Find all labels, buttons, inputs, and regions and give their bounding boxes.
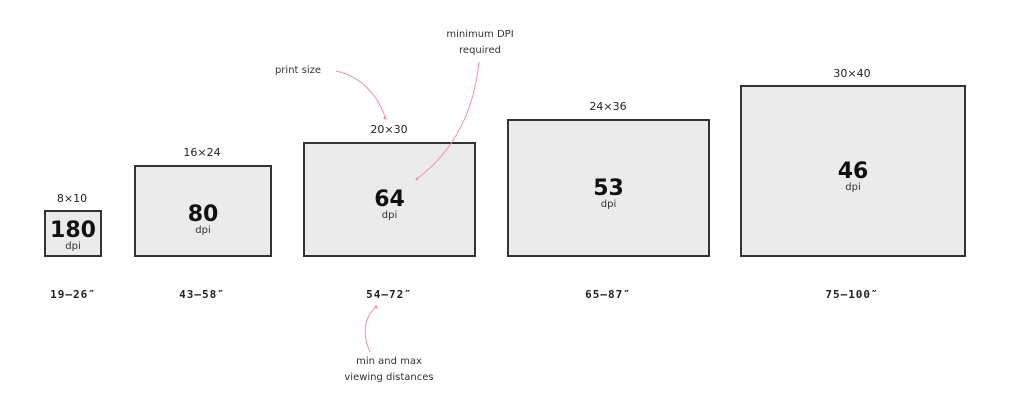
- print-size-label: 30×40: [833, 67, 871, 80]
- arrowhead: [374, 305, 378, 309]
- min-dpi-line1: minimum DPI: [446, 29, 514, 40]
- dpi-value: 53: [593, 176, 624, 201]
- viewing-line1: min and max: [356, 356, 422, 367]
- viewing-distance: 19–26″: [50, 288, 96, 301]
- dpi-value: 180: [50, 218, 96, 243]
- arrowhead: [415, 177, 419, 181]
- dpi-unit: dpi: [65, 241, 81, 252]
- print-box-8x10: 180 dpi: [44, 210, 102, 257]
- viewing-distance: 75–100″: [825, 288, 879, 301]
- min-dpi-line2: required: [459, 45, 501, 56]
- dpi-unit: dpi: [845, 182, 861, 193]
- print-box-16x24: 80 dpi: [134, 165, 272, 257]
- min-dpi-arrow: [417, 61, 480, 179]
- min-dpi-annotation: minimum DPI required: [446, 27, 513, 59]
- viewing-distance: 54–72″: [366, 288, 412, 301]
- print-box-20x30: 64 dpi: [303, 142, 476, 257]
- print-size-annotation: print size: [274, 65, 322, 76]
- print-box-24x36: 53 dpi: [507, 119, 710, 257]
- viewing-distance: 43–58″: [179, 288, 225, 301]
- viewing-distance: 65–87″: [585, 288, 631, 301]
- viewing-distance-annotation: min and max viewing distances: [344, 354, 433, 386]
- print-size-label: 24×36: [589, 100, 627, 113]
- dpi-value: 46: [837, 159, 869, 184]
- print-size-label: 8×10: [56, 192, 88, 205]
- viewing-line2: viewing distances: [344, 372, 434, 383]
- arrowhead: [383, 116, 387, 120]
- viewing-distance-arrow: [364, 307, 376, 353]
- dpi-value: 64: [374, 187, 405, 212]
- print-size-label: 16×24: [183, 146, 221, 159]
- dpi-unit: dpi: [381, 210, 398, 221]
- dpi-value: 80: [187, 202, 219, 227]
- print-box-30x40: 46 dpi: [740, 85, 966, 257]
- print-size-label: 20×30: [370, 123, 408, 136]
- print-size-arrow: [335, 70, 386, 118]
- dpi-unit: dpi: [600, 199, 617, 210]
- dpi-unit: dpi: [195, 225, 211, 236]
